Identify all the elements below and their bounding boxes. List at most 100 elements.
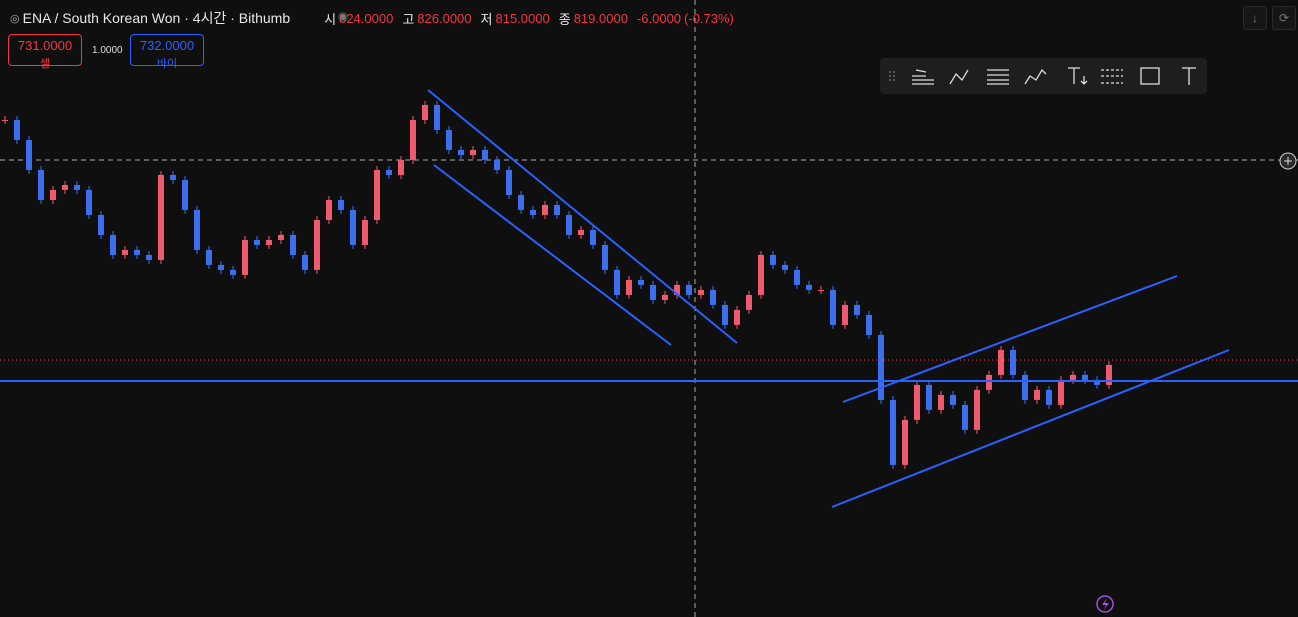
candle bbox=[590, 229, 596, 245]
tool-lines[interactable] bbox=[987, 69, 1009, 85]
candle bbox=[482, 149, 488, 160]
candle bbox=[74, 184, 80, 190]
candle bbox=[1070, 374, 1076, 380]
candle bbox=[26, 139, 32, 170]
buy-price: 732.0000 bbox=[139, 38, 195, 53]
tool-range[interactable] bbox=[1101, 69, 1123, 84]
candle bbox=[170, 174, 176, 180]
candle bbox=[566, 214, 572, 235]
candle bbox=[50, 189, 56, 200]
candle bbox=[374, 169, 380, 220]
candle bbox=[530, 209, 536, 215]
candle bbox=[14, 119, 20, 140]
status-dot bbox=[340, 14, 346, 20]
refresh-button[interactable]: ⟳ bbox=[1272, 6, 1296, 30]
candle bbox=[542, 204, 548, 215]
tool-text-anchor[interactable] bbox=[1068, 67, 1088, 85]
icon: ◎ bbox=[10, 12, 20, 25]
tool-rect[interactable] bbox=[1140, 67, 1160, 85]
candle bbox=[602, 244, 608, 270]
candle bbox=[794, 269, 800, 285]
lightning-icon bbox=[1102, 598, 1109, 610]
download-button[interactable]: ↓ bbox=[1243, 6, 1267, 30]
candle bbox=[290, 234, 296, 255]
change: -6.0000 bbox=[636, 10, 682, 26]
candle bbox=[1058, 379, 1064, 405]
candle bbox=[62, 184, 68, 190]
tool-pattern[interactable] bbox=[949, 69, 969, 85]
candle bbox=[662, 294, 668, 300]
candle bbox=[1094, 379, 1100, 385]
candle bbox=[818, 289, 824, 291]
trend-line bbox=[427, 89, 738, 344]
candle bbox=[470, 149, 476, 155]
candle bbox=[266, 239, 272, 245]
candle bbox=[854, 304, 860, 315]
candle bbox=[638, 279, 644, 285]
trend-line bbox=[831, 349, 1230, 508]
close-label: 종 bbox=[558, 11, 571, 27]
candle bbox=[446, 129, 452, 150]
candle bbox=[578, 229, 584, 235]
candle bbox=[326, 199, 332, 220]
candle bbox=[962, 404, 968, 430]
buy-button[interactable]: 732.0000 바이 bbox=[130, 34, 204, 70]
candle bbox=[902, 419, 908, 465]
candle bbox=[398, 159, 404, 175]
lightning-button[interactable] bbox=[1096, 595, 1114, 613]
candle bbox=[158, 174, 164, 260]
header: ◎ ENA / South Korean Won · 4시간 · Bithumb… bbox=[10, 8, 740, 28]
candle bbox=[1010, 349, 1016, 375]
candle bbox=[458, 149, 464, 155]
candle bbox=[386, 169, 392, 175]
buy-label: 바이 bbox=[156, 58, 178, 70]
candle bbox=[134, 249, 140, 255]
candle bbox=[734, 309, 740, 325]
low-label: 저 bbox=[480, 11, 493, 27]
candle bbox=[254, 239, 260, 245]
candle bbox=[350, 209, 356, 245]
candle bbox=[518, 194, 524, 210]
candle bbox=[722, 304, 728, 325]
candle bbox=[890, 399, 896, 465]
candle bbox=[86, 189, 92, 215]
candle bbox=[494, 159, 500, 170]
sell-label: 셀 bbox=[39, 58, 51, 70]
candle bbox=[218, 264, 224, 270]
candle bbox=[698, 289, 704, 295]
candle bbox=[842, 304, 848, 325]
candle bbox=[362, 219, 368, 245]
candle bbox=[650, 284, 656, 300]
candle bbox=[986, 374, 992, 390]
trend-line bbox=[842, 275, 1178, 403]
candle bbox=[110, 234, 116, 255]
tool-text[interactable] bbox=[1182, 67, 1196, 85]
toolbar-icons bbox=[889, 67, 1196, 85]
candle bbox=[974, 389, 980, 430]
candle bbox=[1106, 364, 1112, 385]
candle bbox=[998, 349, 1004, 375]
candle bbox=[506, 169, 512, 195]
candle bbox=[98, 214, 104, 235]
candle bbox=[950, 394, 956, 405]
candle bbox=[422, 104, 428, 120]
plus-icon bbox=[1284, 157, 1292, 165]
symbol[interactable]: ENA / South Korean Won · 4시간 · Bithumb bbox=[22, 10, 291, 26]
tool-wave[interactable] bbox=[1024, 68, 1047, 85]
candle bbox=[914, 384, 920, 420]
tool-fib[interactable] bbox=[912, 69, 934, 85]
drawing-toolbar bbox=[880, 58, 1207, 94]
candle bbox=[938, 394, 944, 410]
quantity[interactable]: 1.0000 bbox=[92, 45, 123, 56]
candle bbox=[314, 219, 320, 270]
candle bbox=[746, 294, 752, 310]
candle bbox=[278, 234, 284, 240]
candle bbox=[614, 269, 620, 295]
candle bbox=[434, 104, 440, 130]
candle bbox=[302, 254, 308, 270]
low: 815.0000 bbox=[495, 10, 550, 26]
sell-price: 731.0000 bbox=[17, 38, 73, 53]
candle bbox=[194, 209, 200, 250]
close: 819.0000 bbox=[573, 10, 628, 26]
sell-button[interactable]: 731.0000 셀 bbox=[8, 34, 82, 70]
